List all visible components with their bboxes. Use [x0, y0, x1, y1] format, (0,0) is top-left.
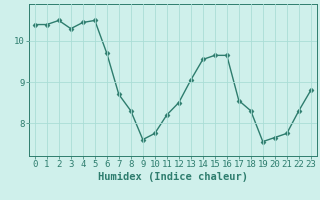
X-axis label: Humidex (Indice chaleur): Humidex (Indice chaleur): [98, 172, 248, 182]
